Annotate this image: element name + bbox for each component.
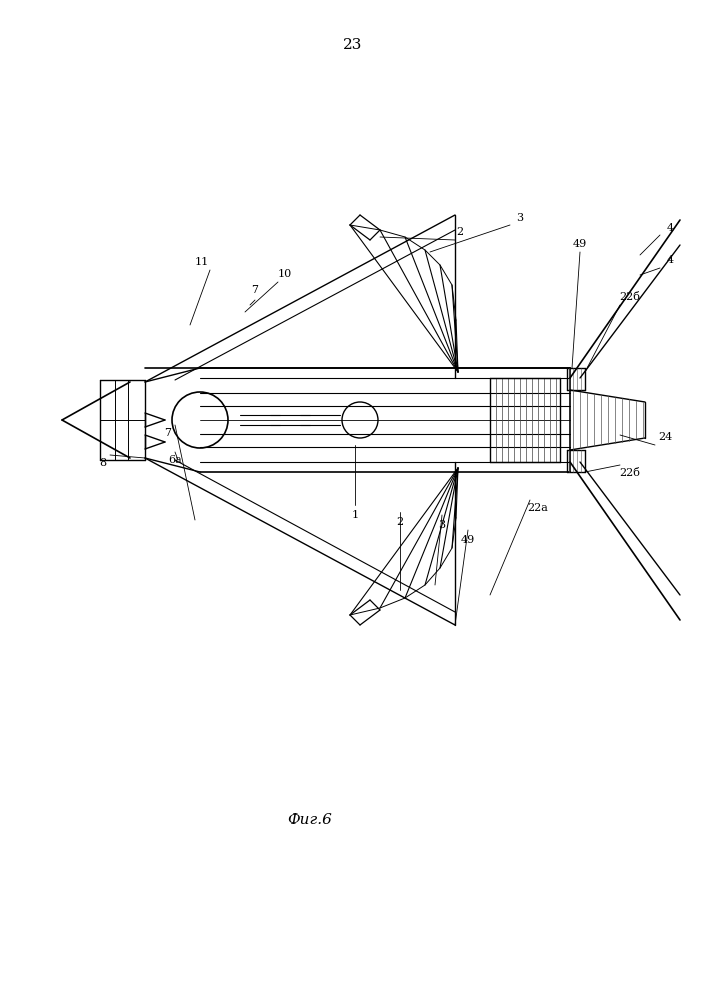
Text: 23: 23 (344, 38, 363, 52)
Text: 24: 24 (658, 432, 672, 442)
Text: 8: 8 (100, 458, 107, 468)
Text: 49: 49 (461, 535, 475, 545)
Text: 7: 7 (165, 428, 172, 438)
Text: 3: 3 (516, 213, 524, 223)
Text: 11: 11 (195, 257, 209, 267)
Text: 49: 49 (573, 239, 587, 249)
Text: 2: 2 (457, 227, 464, 237)
Text: Фиг.6: Фиг.6 (288, 813, 332, 827)
Text: 2: 2 (397, 517, 404, 527)
Text: 6а: 6а (168, 455, 182, 465)
Text: 4: 4 (667, 255, 674, 265)
Text: 22а: 22а (527, 503, 549, 513)
Text: 1: 1 (351, 510, 358, 520)
Text: 22б: 22б (619, 292, 641, 302)
Text: 4: 4 (667, 223, 674, 233)
Text: 22б: 22б (619, 468, 641, 478)
Text: 7: 7 (252, 285, 259, 295)
Text: 3: 3 (438, 520, 445, 530)
Text: 10: 10 (278, 269, 292, 279)
